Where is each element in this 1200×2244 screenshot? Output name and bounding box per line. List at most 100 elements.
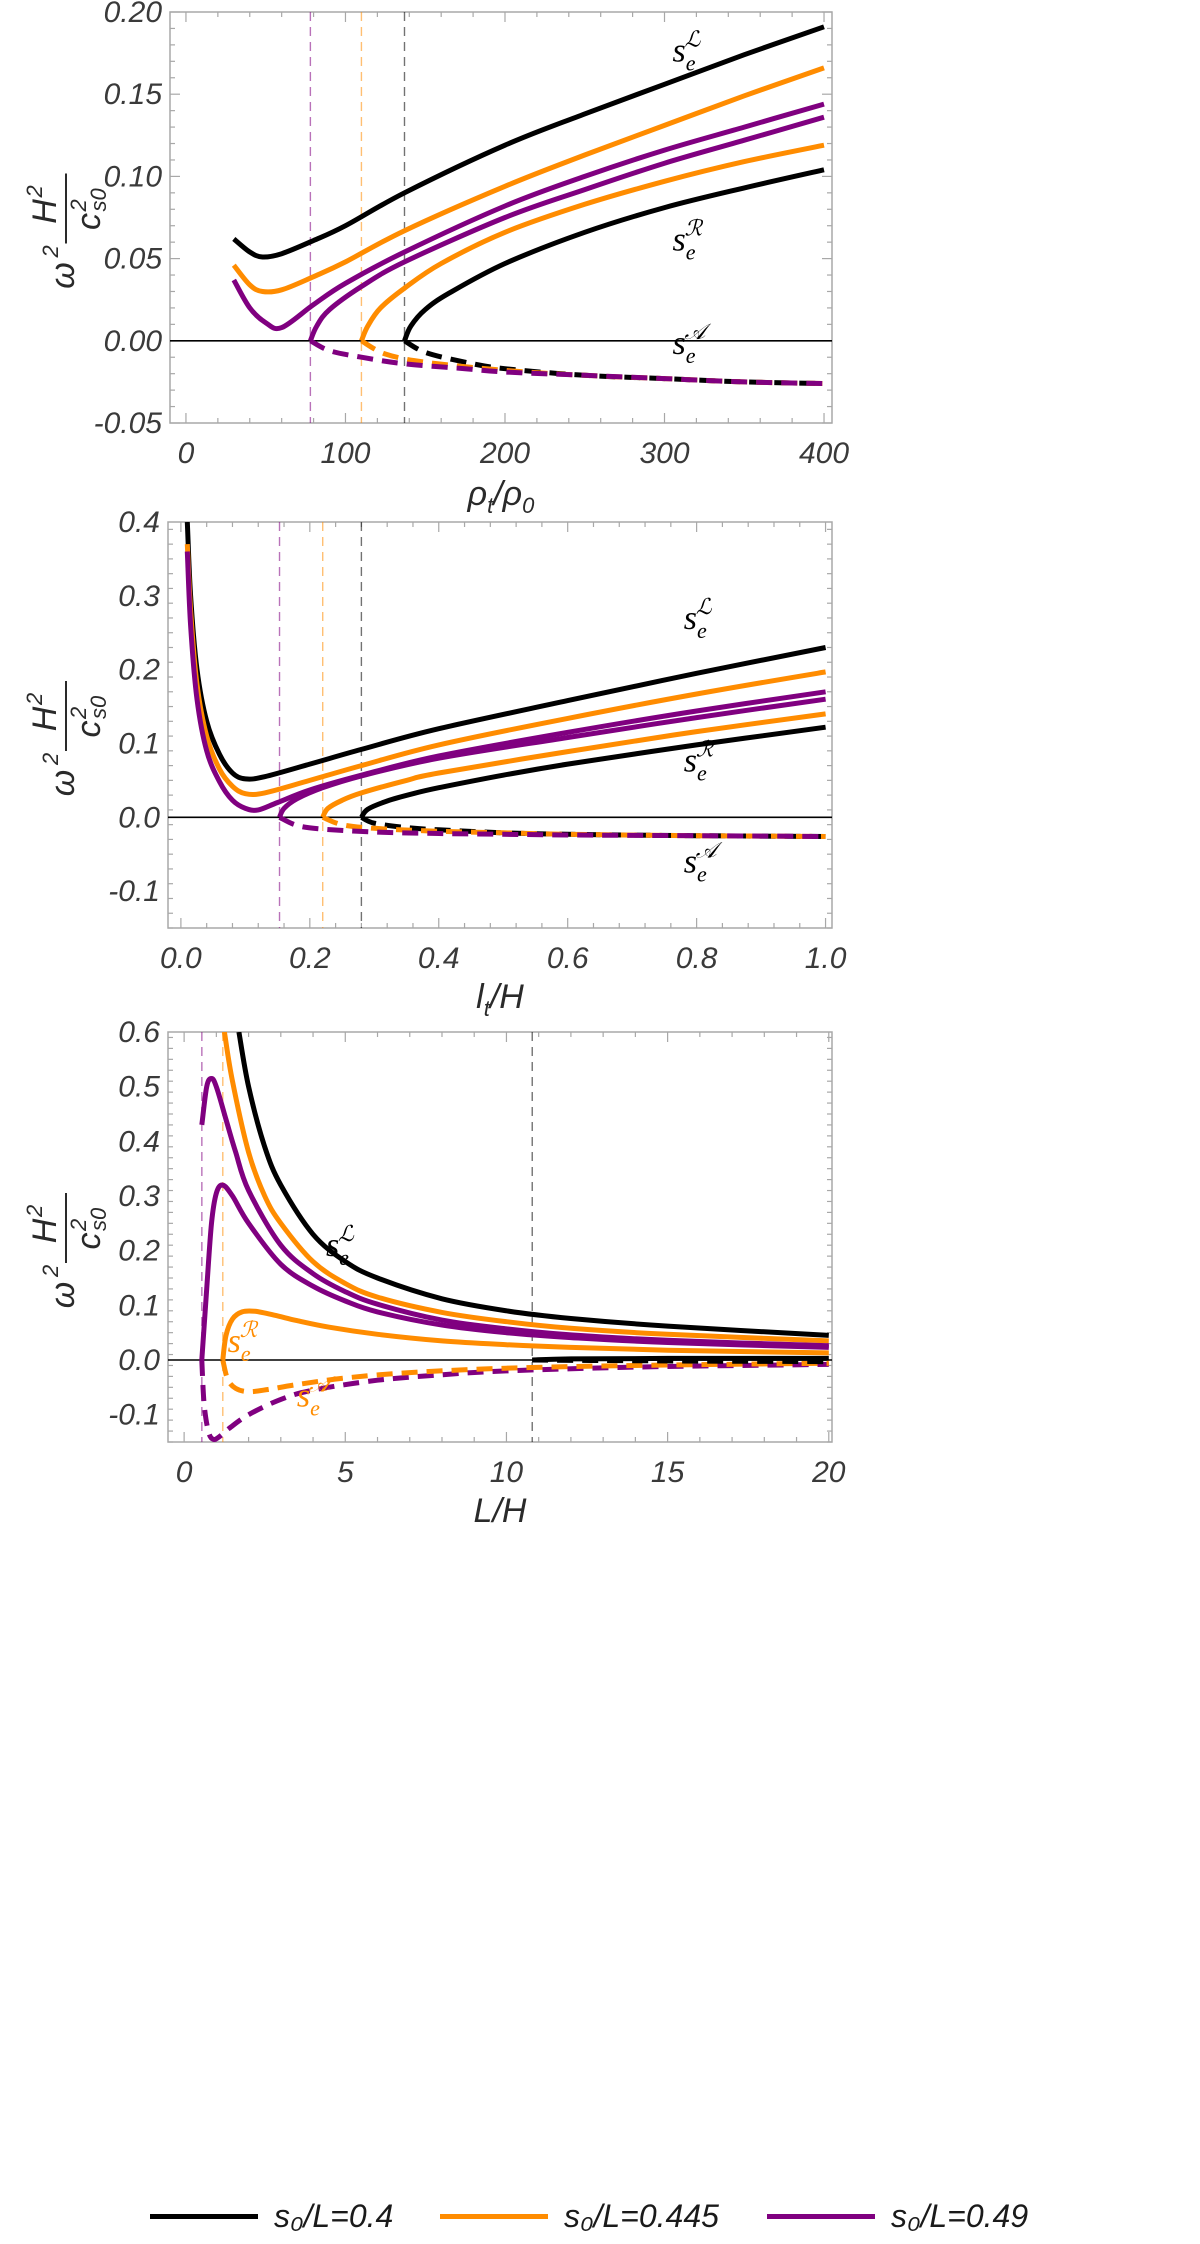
x-tick-label: 0.6: [547, 942, 589, 975]
svg-text:2: 2: [38, 245, 63, 258]
legend-swatch-1: [440, 2213, 548, 2219]
y-tick-label: 0.15: [104, 78, 163, 111]
x-tick-label: 0.0: [160, 942, 202, 975]
chart-panel-2: 0.0 0.2 0.4 0.6 0.8 1.0 -0.1 0.0 0.1 0.2 0.3 0.4 seℒ…: [22, 506, 847, 1021]
chart-panel-3: 0 5 10 15 20 -0.1 0.0 0.1 0.2 0.3 0.4 0.5 0.6 seℒ seℛ s…: [22, 1016, 846, 1530]
chart-panel-1: 0 100 200 300 400 -0.05 0.00 0.05 0.10 0.15 0.20 se…: [22, 0, 849, 518]
legend-item-2: s₀/L=0.49: [767, 2194, 1028, 2238]
x-tick-label: 5: [337, 1456, 354, 1489]
svg-text:2: 2: [66, 199, 91, 212]
curve-annotation: seℛ: [228, 1317, 259, 1366]
curve-annotation: seℛ: [672, 215, 703, 264]
svg-text:c: c: [70, 1233, 108, 1250]
series-group: [231, 24, 825, 386]
svg-text:ω: ω: [44, 262, 82, 288]
series-line-sl-s0-l-0-445: [221, 1032, 829, 1344]
series-line-sr-s0-l-0-445: [220, 1308, 829, 1361]
svg-text:s0: s0: [86, 188, 111, 212]
x-axis-label: lt/H: [476, 978, 524, 1021]
series-line-sa-s0-l-0-445: [321, 814, 826, 839]
x-tick-label: 20: [811, 1456, 846, 1489]
svg-text:2: 2: [22, 693, 47, 706]
y-tick-label: 0.05: [104, 243, 163, 276]
curve-annotation: seℒ: [326, 1221, 355, 1270]
y-tick-label: 0.4: [118, 506, 160, 539]
y-tick-label: -0.05: [94, 407, 163, 440]
series-line-sr-s0-l-0-49: [308, 114, 825, 342]
series-line-sr-s0-l-0-4: [359, 724, 826, 819]
x-tick-label: 15: [651, 1456, 685, 1489]
series-line-sr-s0-l-0-49: [277, 696, 826, 819]
y-tick-label: 0.1: [118, 727, 160, 760]
y-tick-label: 0.3: [118, 580, 160, 613]
svg-text:2: 2: [22, 185, 47, 198]
y-tick-label: -0.1: [108, 1399, 160, 1432]
svg-text:ω: ω: [44, 1282, 82, 1308]
plot-frame: [167, 1031, 833, 1443]
y-tick-label: 0.3: [118, 1180, 160, 1213]
curve-annotation: seℛ: [684, 737, 715, 786]
x-tick-label: 0: [178, 437, 195, 470]
svg-text:2: 2: [66, 707, 91, 720]
x-tick-label: 100: [320, 437, 370, 470]
plot-frame: [169, 11, 833, 424]
legend-label-1: s₀/L=0.445: [564, 2197, 719, 2234]
x-tick-label: 300: [639, 437, 689, 470]
y-tick-label: 0.0: [118, 1344, 160, 1377]
y-tick-label: 0.5: [118, 1071, 160, 1104]
series-line-sa-s0-l-0-4: [532, 1357, 829, 1365]
x-axis-label: ρt/ρ0: [467, 475, 536, 518]
x-tick-label: 200: [479, 437, 530, 470]
x-tick-label: 0.2: [289, 942, 331, 975]
x-tick-label: 400: [799, 437, 849, 470]
legend-swatch-2: [767, 2213, 875, 2219]
series-line-sr-s0-l-0-4: [402, 167, 825, 342]
series-line-sl-s0-l-0-49: [231, 101, 825, 332]
y-tick-label: 0.1: [118, 1289, 160, 1322]
curve-annotation: seℒ: [672, 26, 701, 75]
series-line-sa-s0-l-0-445: [220, 1359, 829, 1395]
series-line-sl-s0-l-0-4: [232, 24, 825, 260]
curve-annotation: seℒ: [684, 594, 713, 643]
y-tick-label: 0.4: [118, 1125, 160, 1158]
legend-swatch-0: [150, 2213, 258, 2219]
series-line-sr-s0-l-0-445: [359, 142, 825, 342]
y-tick-label: 0.2: [118, 1235, 160, 1268]
svg-text:s0: s0: [86, 695, 111, 719]
series-line-sa-s0-l-0-49: [199, 1359, 829, 1442]
series-line-sl-s0-l-0-49: [184, 551, 826, 813]
svg-text:2: 2: [38, 753, 63, 766]
x-tick-label: 1.0: [805, 942, 847, 975]
legend: s₀/L=0.4 s₀/L=0.445 s₀/L=0.49: [150, 2188, 1200, 2244]
series-line-sa-s0-l-0-49: [278, 815, 826, 839]
series-line-sa-s0-l-0-49: [309, 338, 825, 386]
y-tick-label: 0.6: [118, 1016, 160, 1049]
plot-frame: [167, 521, 833, 929]
curve-annotation: se𝒜: [672, 319, 711, 368]
svg-text:2: 2: [66, 1219, 91, 1232]
series-line-sl-s0-l-0-4: [236, 1032, 829, 1338]
y-tick-label: 0.2: [118, 654, 160, 687]
svg-text:c: c: [70, 721, 108, 738]
y-tick-label: -0.1: [108, 875, 160, 908]
legend-item-1: s₀/L=0.445: [440, 2194, 719, 2238]
series-line-sl-s0-l-0-49-lower: [199, 1182, 829, 1361]
y-tick-label: 0.00: [104, 325, 163, 358]
x-tick-label: 0.4: [418, 942, 460, 975]
series-line-sl-s0-l-0-49-upper: [199, 1076, 829, 1349]
svg-text:2: 2: [22, 1205, 47, 1218]
svg-text:H: H: [26, 199, 64, 224]
series-line-sl-s0-l-0-445: [184, 543, 827, 798]
legend-item-0: s₀/L=0.4: [150, 2194, 393, 2238]
series-group: [199, 1032, 829, 1442]
series-line-sr-s0-l-0-445: [320, 711, 826, 819]
x-tick-label: 0: [176, 1456, 193, 1489]
svg-text:H: H: [26, 1218, 64, 1243]
svg-text:2: 2: [38, 1265, 63, 1278]
svg-text:H: H: [26, 706, 64, 731]
legend-label-0: s₀/L=0.4: [274, 2197, 394, 2234]
series-group: [184, 522, 827, 839]
